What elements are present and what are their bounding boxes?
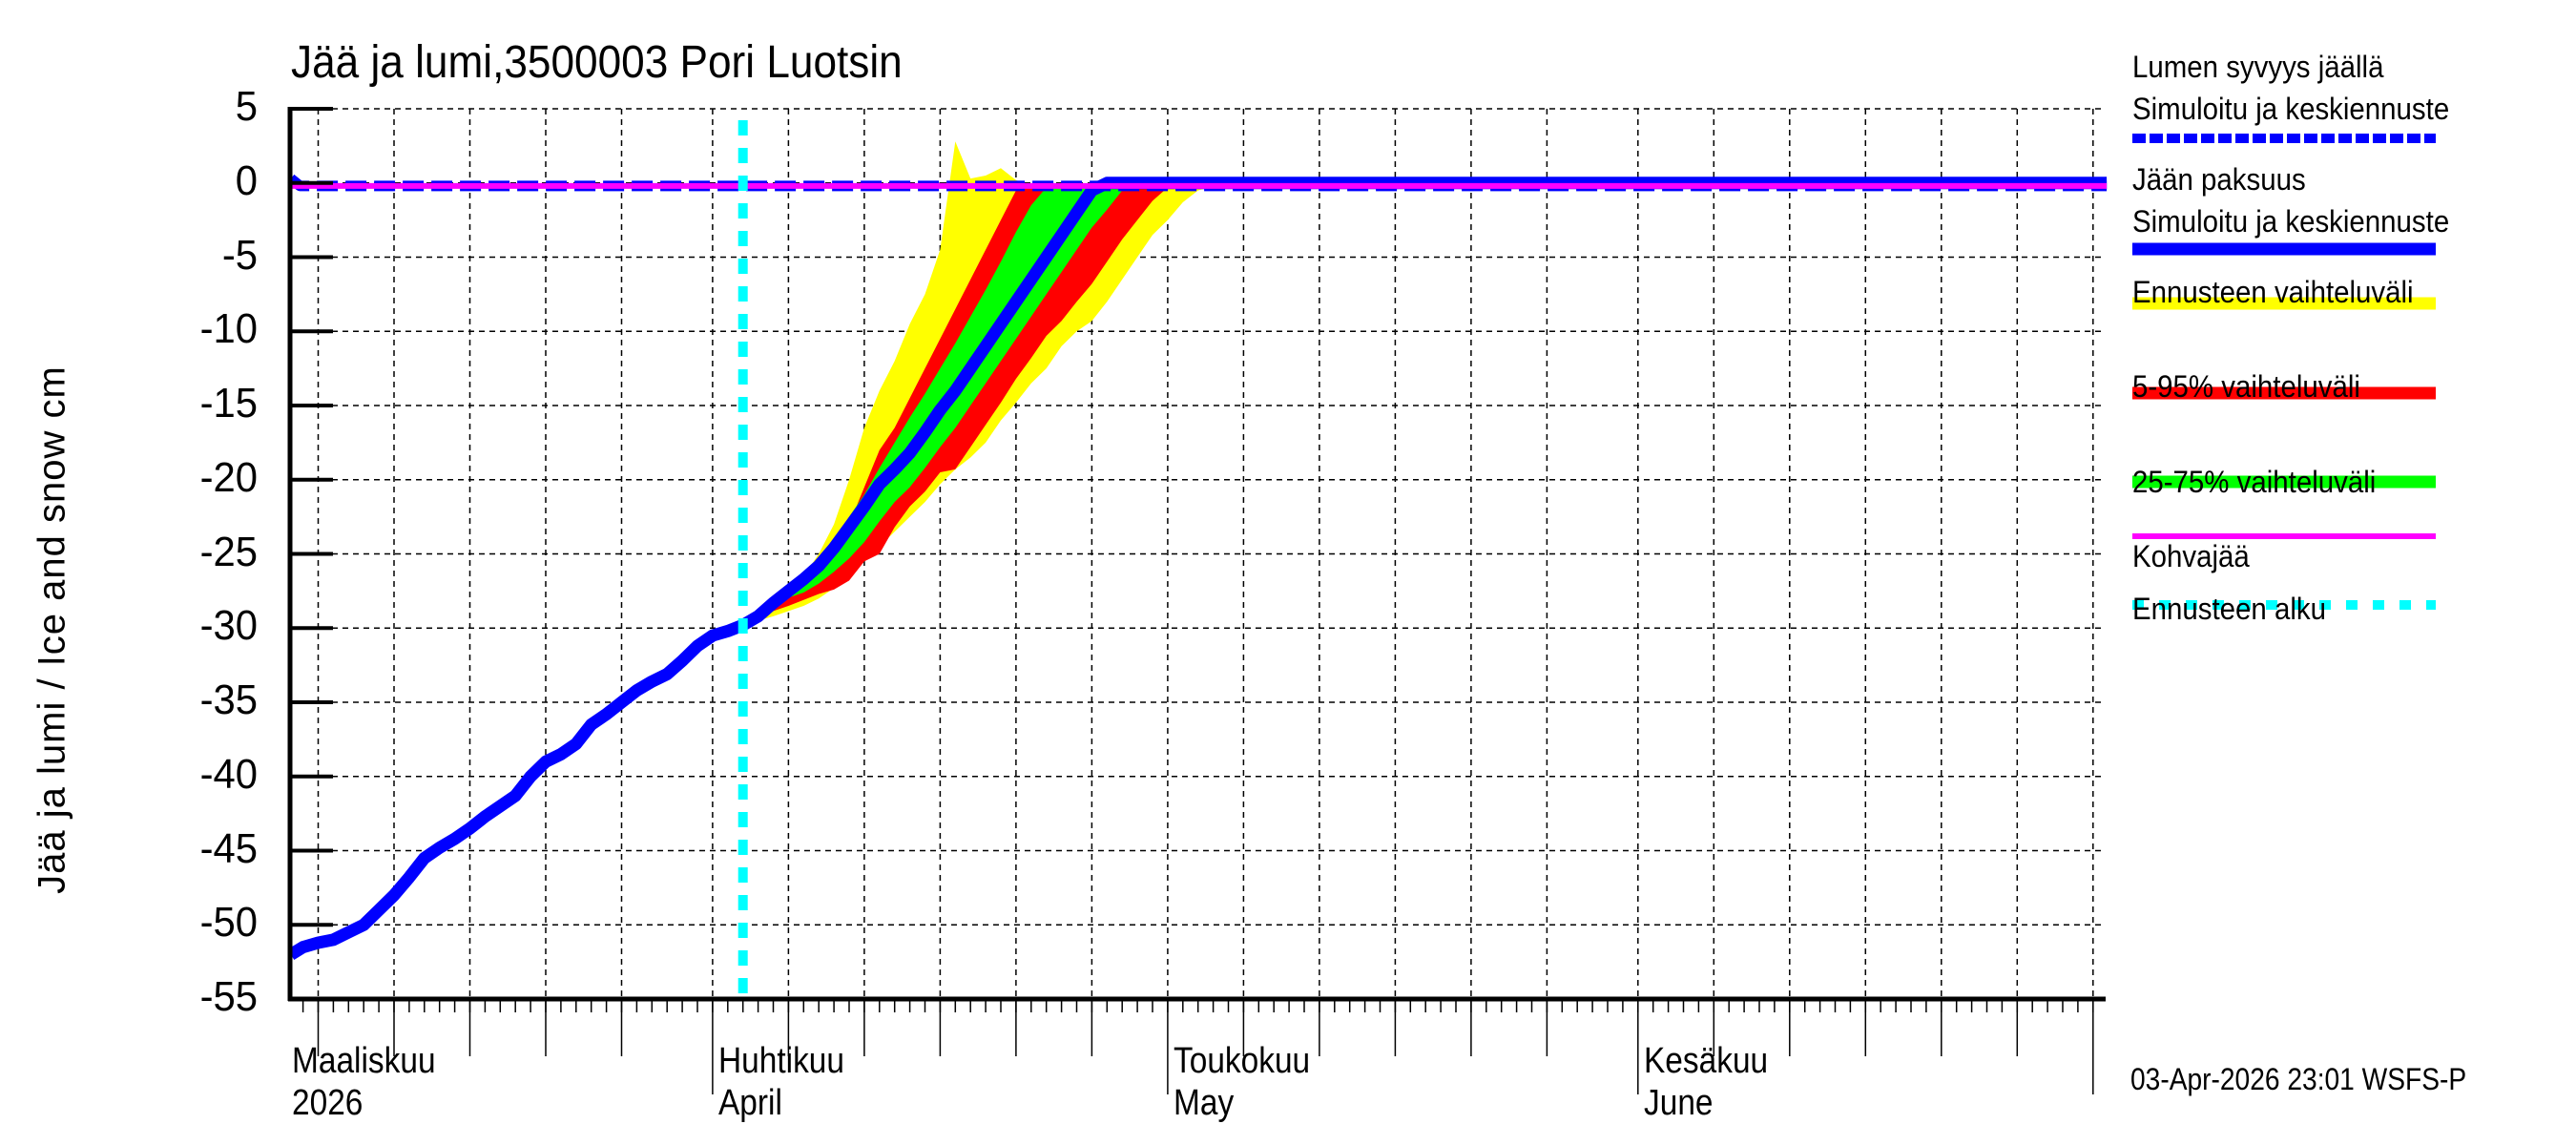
x-month-label: Kesäkuu June [1643, 1041, 1768, 1123]
y-tick-label: -10 [199, 305, 258, 353]
y-tick-label: -40 [199, 750, 258, 798]
band-25-75 [773, 185, 1214, 603]
legend-label: 25-75% vaihteluväli [2132, 465, 2377, 499]
legend-label: Jään paksuus [2132, 162, 2306, 197]
timestamp: 03-Apr-2026 23:01 WSFS-P [2130, 1062, 2467, 1096]
x-month-label: Toukokuu May [1173, 1041, 1311, 1123]
y-axis-label: Jää ja lumi / Ice and snow cm [31, 365, 73, 894]
legend-label: Ennusteen vaihteluväli [2132, 275, 2414, 309]
y-tick-label: -45 [199, 824, 258, 872]
legend-label: Lumen syvyys jäällä [2132, 50, 2384, 84]
chart-title: Jää ja lumi,3500003 Pori Luotsin [291, 37, 903, 88]
series-lines [287, 120, 2108, 999]
x-axis-ticks [301, 999, 2094, 1094]
x-month-label: Maaliskuu 2026 [292, 1041, 436, 1123]
ice-thickness-line [287, 177, 2108, 960]
grid-lines [290, 108, 2106, 1000]
y-tick-label: -25 [199, 528, 258, 575]
y-tick-label: -5 [221, 231, 258, 279]
y-tick-label: -15 [199, 380, 258, 427]
y-tick-label: -30 [199, 602, 258, 650]
legend-label: Simuloitu ja keskiennuste [2132, 204, 2450, 239]
band-5-95 [758, 185, 1290, 616]
y-tick-label: 0 [235, 156, 258, 204]
legend-swatches [2132, 134, 2436, 610]
legend-label: Ennusteen alku [2132, 592, 2326, 626]
y-tick-label: -55 [199, 973, 258, 1021]
y-tick-label: 5 [235, 83, 258, 131]
y-tick-label: -20 [199, 453, 258, 501]
y-tick-label: -50 [199, 899, 258, 947]
legend-label: Kohvajää [2132, 539, 2250, 573]
legend-label: Simuloitu ja keskiennuste [2132, 92, 2450, 126]
forecast-bands [742, 141, 1365, 626]
y-tick-label: -35 [199, 677, 258, 724]
legend-label: 5-95% vaihteluväli [2132, 369, 2360, 404]
x-month-label: Huhtikuu April [717, 1041, 844, 1123]
